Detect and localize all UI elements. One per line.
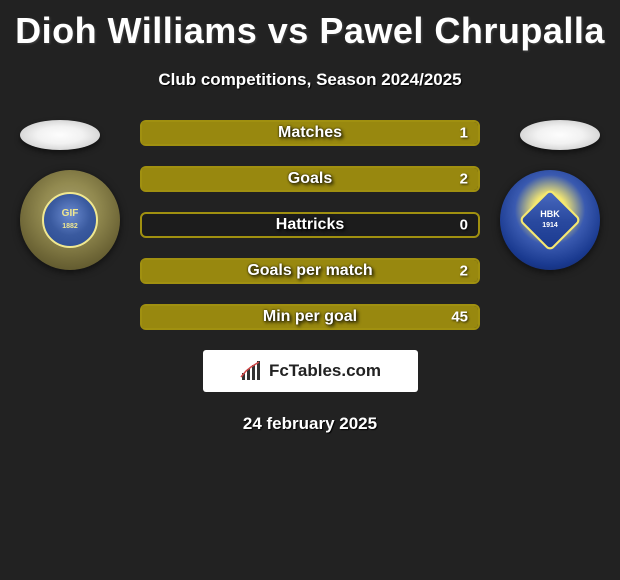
stat-label: Goals bbox=[288, 170, 332, 188]
club-badge-left: GIF 1882 bbox=[20, 170, 120, 270]
stat-value-right: 2 bbox=[460, 263, 468, 280]
stat-row-0: Matches 1 bbox=[140, 120, 480, 146]
stats-area: GIF 1882 HBK 1914 Matches 1 Goals 2 Hattrick… bbox=[0, 120, 620, 340]
player-right-avatar bbox=[520, 120, 600, 150]
brand-box[interactable]: FcTables.com bbox=[203, 350, 418, 392]
date-text: 24 february 2025 bbox=[0, 414, 620, 434]
stat-value-right: 0 bbox=[460, 217, 468, 234]
stat-row-3: Goals per match 2 bbox=[140, 258, 480, 284]
stat-value-right: 2 bbox=[460, 171, 468, 188]
stat-row-4: Min per goal 45 bbox=[140, 304, 480, 330]
stat-label: Matches bbox=[278, 124, 342, 142]
club-badge-right: HBK 1914 bbox=[500, 170, 600, 270]
club-badge-left-text: GIF 1882 bbox=[62, 208, 79, 232]
player-left-avatar bbox=[20, 120, 100, 150]
stat-rows: Matches 1 Goals 2 Hattricks 0 Goals per match 2… bbox=[140, 120, 480, 350]
stat-label: Hattricks bbox=[276, 216, 344, 234]
club-badge-left-letters: GIF bbox=[62, 208, 79, 219]
stat-label: Goals per match bbox=[247, 262, 372, 280]
club-badge-right-text: HBK 1914 bbox=[540, 210, 560, 230]
stat-label: Min per goal bbox=[263, 308, 357, 326]
club-badge-right-letters: HBK bbox=[540, 209, 560, 219]
club-badge-right-year: 1914 bbox=[542, 222, 558, 229]
subtitle: Club competitions, Season 2024/2025 bbox=[0, 70, 620, 90]
club-badge-left-year: 1882 bbox=[62, 223, 78, 230]
stat-row-1: Goals 2 bbox=[140, 166, 480, 192]
brand-text: FcTables.com bbox=[269, 361, 381, 381]
chart-icon bbox=[239, 359, 263, 383]
stat-value-right: 45 bbox=[451, 309, 468, 326]
stat-row-2: Hattricks 0 bbox=[140, 212, 480, 238]
stat-value-right: 1 bbox=[460, 125, 468, 142]
page-title: Dioh Williams vs Pawel Chrupalla bbox=[0, 0, 620, 52]
